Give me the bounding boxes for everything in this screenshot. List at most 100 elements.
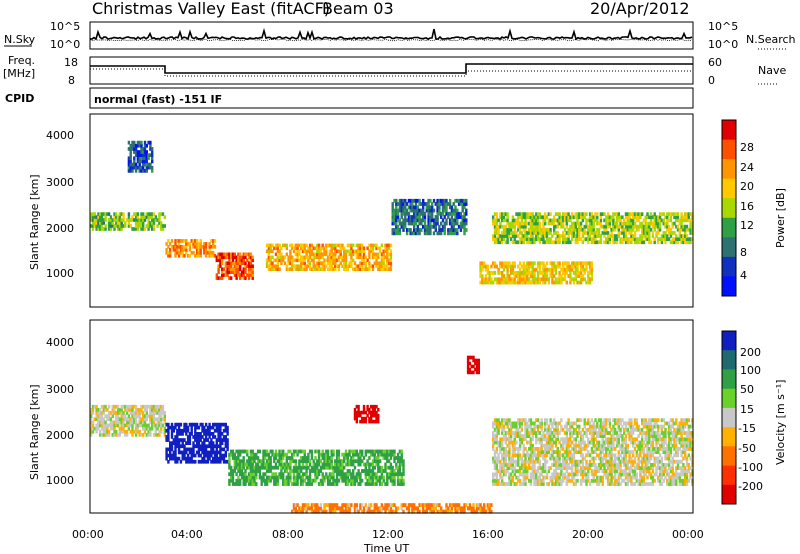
power-cell-4-12-2 (287, 261, 290, 265)
velocity-cell-5-55-6 (590, 463, 594, 467)
power-cell-2-18-0 (197, 254, 201, 258)
power-cell-7-20-9 (527, 212, 531, 216)
power-cell-7-28-4 (542, 227, 545, 232)
velocity-cell-5-6-5 (502, 466, 506, 470)
velocity-cell-5-5-14 (501, 437, 504, 442)
power-cell-3-13-5 (239, 261, 242, 265)
velocity-cell-2-31-4 (283, 469, 287, 473)
velocity-cell-1-15-6 (192, 441, 195, 445)
velocity-cell-5-29-17 (544, 427, 547, 432)
velocity-cell-3-5-3 (362, 410, 366, 415)
velocity-cell-2-95-7 (398, 459, 402, 464)
power-cell-3-6-5 (226, 261, 229, 265)
power-cell-5-2-8 (395, 205, 398, 210)
velocity-cell-0-28-3 (140, 423, 143, 428)
velocity-cell-5-60-17 (599, 427, 603, 432)
velocity-cell-2-54-9 (325, 452, 328, 457)
velocity-cell-2-67-6 (348, 462, 351, 467)
velocity-cell-1-23-10 (206, 428, 210, 433)
power-cell-4-1-7 (267, 246, 271, 251)
power-cell-4-30-6 (319, 249, 323, 254)
velocity-cell-2-80-5 (371, 465, 375, 470)
velocity-cell-2-21-9 (265, 452, 269, 457)
power-cell-7-71-8 (619, 215, 622, 220)
velocity-cell-1-16-2 (194, 453, 197, 458)
power-cell-3-2-5 (219, 261, 222, 265)
velocity-cell-2-76-2 (364, 475, 367, 480)
velocity-cell-2-40-2 (300, 475, 303, 480)
velocity-cell-2-9-4 (244, 469, 247, 473)
velocity-cell-2-79-4 (370, 469, 373, 473)
velocity-cell-2-60-1 (335, 478, 339, 483)
velocity-cell-5-63-14 (605, 437, 608, 442)
velocity-cell-5-20-20 (527, 418, 531, 423)
power-cell-3-9-6 (231, 258, 235, 263)
power-cell-7-54-2 (588, 234, 592, 238)
velocity-cell-5-1-7 (493, 459, 497, 464)
velocity-cell-1-20-8 (201, 435, 204, 439)
velocity-cell-5-9-0 (508, 482, 511, 486)
velocity-cell-2-31-1 (283, 478, 287, 483)
power-cell-7-50-0 (581, 240, 585, 245)
velocity-cell-5-35-12 (554, 443, 558, 448)
power-cell-5-29-5 (443, 215, 446, 219)
velocity-cell-2-50-4 (317, 469, 321, 473)
power-cell-7-34-6 (553, 221, 556, 226)
power-cell-7-1-7 (493, 218, 497, 223)
velocity-cell-3-3-3 (359, 410, 362, 415)
power-cell-7-75-8 (626, 215, 629, 220)
power-cell-1-13-3 (151, 159, 154, 164)
power-cell-5-6-8 (402, 205, 405, 210)
power-cell-4-17-0 (296, 267, 299, 271)
power-cell-5-36-1 (456, 228, 459, 232)
velocity-cell-5-20-6 (527, 463, 531, 467)
velocity-cell-5-67-4 (612, 469, 615, 474)
velocity-cell-5-68-8 (614, 456, 617, 461)
power-cell-7-40-0 (563, 240, 567, 245)
power-cell-0-26-1 (136, 224, 140, 228)
power-cell-2-1-5 (167, 239, 170, 243)
power-cell-5-26-6 (438, 211, 441, 216)
velocity-cell-5-62-18 (603, 424, 606, 429)
velocity-cell-5-26-18 (538, 424, 542, 429)
power-cell-3-12-5 (237, 261, 240, 265)
velocity-cell-5-30-17 (545, 427, 549, 432)
power-cell-5-3-6 (396, 211, 400, 216)
velocity-cell-5-56-14 (592, 437, 595, 442)
velocity-cell-2-17-3 (258, 472, 262, 477)
velocity-cell-1-17-3 (195, 450, 199, 455)
velocity-cell-2-28-9 (278, 452, 281, 457)
velocity-cell-5-23-6 (533, 463, 536, 467)
power-cell-6-34-6 (540, 261, 543, 266)
velocity-cell-5-1-20 (493, 418, 497, 423)
power-cell-1-12-7 (149, 147, 152, 151)
power-cell-7-22-2 (531, 234, 534, 238)
power-cell-3-15-1 (242, 273, 245, 277)
power-cell-5-36-6 (456, 211, 459, 216)
power-cell-0-34-2 (151, 221, 154, 225)
velocity-cell-2-34-4 (289, 469, 292, 473)
velocity-cell-5-25-5 (536, 466, 540, 470)
power-cell-7-77-1 (630, 237, 633, 241)
velocity-cell-2-63-1 (341, 478, 344, 483)
power-cell-5-39-8 (461, 205, 464, 210)
velocity-cell-5-29-18 (544, 424, 547, 429)
velocity-cell-0-7-3 (102, 423, 105, 428)
power-cell-2-10-0 (183, 254, 186, 258)
velocity-cell-3-8-3 (368, 410, 371, 415)
power-cell-1-7-0 (140, 169, 143, 173)
velocity-cell-5-35-10 (554, 450, 558, 454)
velocity-cell-2-53-5 (323, 465, 326, 470)
power-cell-7-29-9 (544, 212, 547, 216)
power-cell-7-97-6 (666, 221, 669, 226)
power-cell-3-20-2 (251, 270, 254, 274)
power-cell-7-27-2 (540, 234, 543, 238)
velocity-cell-2-12-6 (249, 462, 253, 467)
power-cell-2-4-3 (172, 245, 175, 249)
power-cell-7-95-1 (662, 237, 665, 241)
freq-tick-top: 18 (64, 56, 78, 69)
velocity-cell-3-13-0 (377, 419, 380, 424)
power-cell-7-69-0 (615, 240, 619, 245)
velocity-cell-1-12-7 (186, 438, 190, 442)
velocity-cell-2-11-1 (247, 478, 251, 483)
